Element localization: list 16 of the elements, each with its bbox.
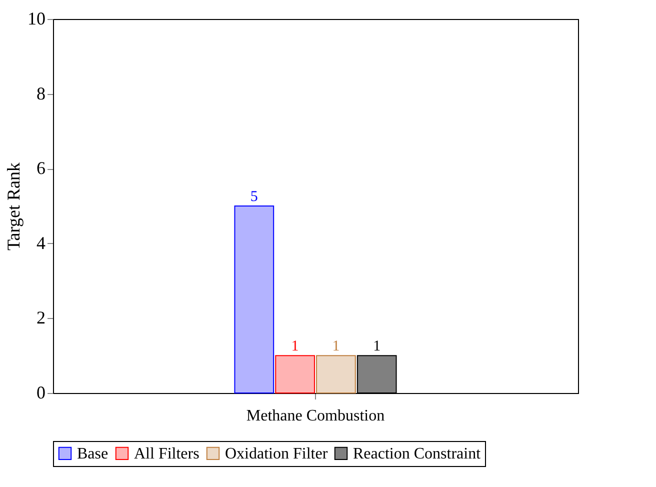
y-tick-label: 4 [36, 232, 46, 253]
data-label: 1 [291, 338, 299, 355]
legend-label: All Filters [134, 445, 200, 462]
y-tick-label: 8 [36, 83, 46, 104]
y-tick-label: 6 [36, 158, 46, 178]
y-axis-title: Target Rank [4, 162, 24, 250]
x-tick-label: Methane Combustion [246, 408, 385, 424]
y-tick-label: 10 [28, 8, 46, 28]
data-label: 1 [373, 338, 381, 355]
data-label: 1 [332, 338, 340, 355]
legend-label: Oxidation Filter [225, 445, 328, 462]
legend-label: Base [77, 445, 108, 462]
legend-label: Reaction Constraint [353, 445, 482, 462]
y-tick-label: 2 [36, 308, 46, 328]
data-label: 5 [250, 189, 258, 205]
y-tick-label: 0 [36, 382, 46, 402]
